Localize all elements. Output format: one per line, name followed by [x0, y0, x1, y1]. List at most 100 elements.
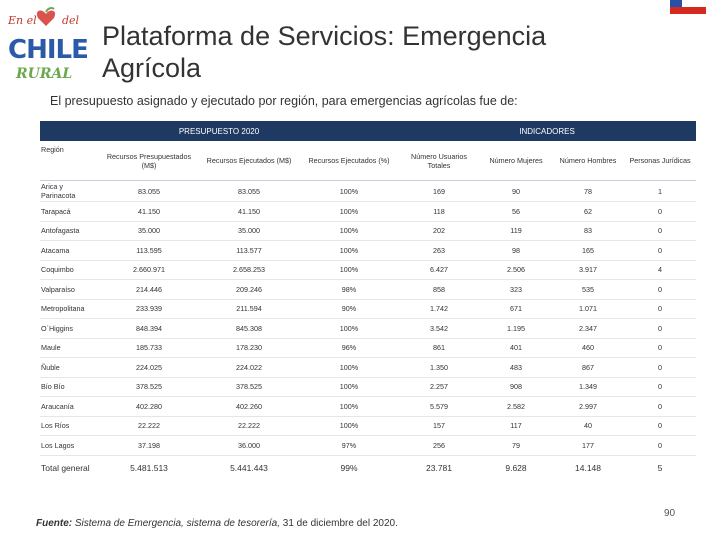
value-cell: 1.742 — [398, 299, 480, 319]
value-cell: 96% — [300, 338, 398, 358]
svg-text:del: del — [62, 14, 80, 27]
value-cell: 2.506 — [480, 260, 552, 280]
value-cell: 100% — [300, 357, 398, 378]
value-cell: 4 — [624, 260, 696, 280]
value-cell: 113.595 — [100, 240, 198, 261]
value-cell: 2.660.971 — [100, 260, 198, 280]
value-cell: 98% — [300, 279, 398, 300]
value-cell: 378.525 — [198, 377, 300, 397]
value-cell: 100% — [300, 416, 398, 436]
region-cell: Los Lagos — [40, 435, 100, 456]
value-cell: 233.939 — [100, 299, 198, 319]
value-cell: 78 — [552, 180, 624, 202]
value-cell: 402.280 — [100, 396, 198, 417]
value-cell: 867 — [552, 357, 624, 378]
value-cell: 3.917 — [552, 260, 624, 280]
region-cell: Valparaíso — [40, 279, 100, 300]
table-row: Metropolitana 233.939 211.594 90% 1.742 671 1.… — [40, 299, 696, 319]
value-cell: 0 — [624, 299, 696, 319]
value-cell: 401 — [480, 338, 552, 358]
page-title-line1: Plataforma de Servicios: Emergencia — [102, 21, 547, 51]
value-cell: 0 — [624, 201, 696, 222]
column-header: Personas Jurídicas — [624, 141, 696, 181]
value-cell: 2.658.253 — [198, 260, 300, 280]
value-cell: 209.246 — [198, 279, 300, 300]
value-cell: 0 — [624, 279, 696, 300]
value-cell: 0 — [624, 338, 696, 358]
column-header: Recursos Ejecutados (M$) — [198, 141, 300, 181]
value-cell: 185.733 — [100, 338, 198, 358]
value-cell: 2.997 — [552, 396, 624, 417]
value-cell: 908 — [480, 377, 552, 397]
value-cell: 535 — [552, 279, 624, 300]
total-value: 99% — [340, 462, 358, 473]
region-cell: Coquimbo — [40, 260, 100, 280]
value-cell: 100% — [300, 201, 398, 222]
value-cell: 37.198 — [100, 435, 198, 456]
total-value: 5 — [657, 462, 663, 473]
value-cell: 323 — [480, 279, 552, 300]
value-cell: 100% — [300, 318, 398, 339]
value-cell: 100% — [300, 377, 398, 397]
svg-text:CHILE: CHILE — [8, 35, 88, 65]
value-cell: 224.025 — [100, 357, 198, 378]
value-cell: 157 — [398, 416, 480, 436]
table-row: O´Higgins 848.394 845.308 100% 3.542 1.195 2.3… — [40, 318, 696, 339]
value-cell: 119 — [480, 221, 552, 241]
table-total-row: Total general 5.481.513 5.441.443 99% 23.781… — [40, 455, 696, 480]
table-row: Maule 185.733 178.230 96% 861 401 460 0 — [40, 338, 696, 358]
region-cell: Araucanía — [40, 396, 100, 417]
value-cell: 848.394 — [100, 318, 198, 339]
chile-flag-strip — [670, 0, 706, 14]
page-number: 90 — [664, 508, 676, 519]
value-cell: 22.222 — [198, 416, 300, 436]
region-cell: Metropolitana — [40, 299, 100, 319]
value-cell: 40 — [552, 416, 624, 436]
value-cell: 83 — [552, 221, 624, 241]
group-header-indicators: INDICADORES — [398, 121, 696, 141]
region-cell: Atacama — [40, 240, 100, 261]
region-cell: Tarapacá — [40, 201, 100, 222]
value-cell: 2.582 — [480, 396, 552, 417]
value-cell: 0 — [624, 396, 696, 417]
value-cell: 41.150 — [100, 201, 198, 222]
value-cell: 2.257 — [398, 377, 480, 397]
source-date: 31 de diciembre del 2020. — [279, 518, 398, 529]
value-cell: 98 — [480, 240, 552, 261]
total-value: 14.148 — [575, 462, 601, 473]
value-cell: 36.000 — [198, 435, 300, 456]
value-cell: 202 — [398, 221, 480, 241]
svg-text:RURAL: RURAL — [15, 66, 72, 82]
table-row: Tarapacá 41.150 41.150 100% 118 56 62 0 — [40, 201, 696, 222]
value-cell: 97% — [300, 435, 398, 456]
value-cell: 1.071 — [552, 299, 624, 319]
page-title: Plataforma de Servicios: Emergencia Agrí… — [102, 20, 642, 84]
value-cell: 483 — [480, 357, 552, 378]
value-cell: 671 — [480, 299, 552, 319]
region-cell: Maule — [40, 338, 100, 358]
value-cell: 79 — [480, 435, 552, 456]
total-value: 5.441.443 — [230, 462, 268, 473]
table-row: Antofagasta 35.000 35.000 100% 202 119 83 0 — [40, 221, 696, 241]
value-cell: 0 — [624, 377, 696, 397]
value-cell: 100% — [300, 180, 398, 202]
value-cell: 100% — [300, 396, 398, 417]
value-cell: 858 — [398, 279, 480, 300]
svg-text:En el: En el — [7, 14, 37, 27]
table-row: Los Ríos 22.222 22.222 100% 157 117 40 0 — [40, 416, 696, 436]
value-cell: 6.427 — [398, 260, 480, 280]
value-cell: 90 — [480, 180, 552, 202]
region-cell: Bío Bío — [40, 377, 100, 397]
table-row: Valparaíso 214.446 209.246 98% 858 323 535 0 — [40, 279, 696, 300]
value-cell: 41.150 — [198, 201, 300, 222]
chile-rural-logo: En el del CHILE RURAL — [7, 7, 89, 82]
value-cell: 0 — [624, 240, 696, 261]
value-cell: 402.260 — [198, 396, 300, 417]
value-cell: 118 — [398, 201, 480, 222]
column-header: Recursos Presupuestados (M$) — [100, 141, 198, 181]
value-cell: 178.230 — [198, 338, 300, 358]
total-label: Total general — [41, 462, 90, 473]
column-header: Número Hombres — [552, 141, 624, 181]
table-row: Araucanía 402.280 402.260 100% 5.579 2.582 2.9… — [40, 396, 696, 417]
value-cell: 100% — [300, 221, 398, 241]
